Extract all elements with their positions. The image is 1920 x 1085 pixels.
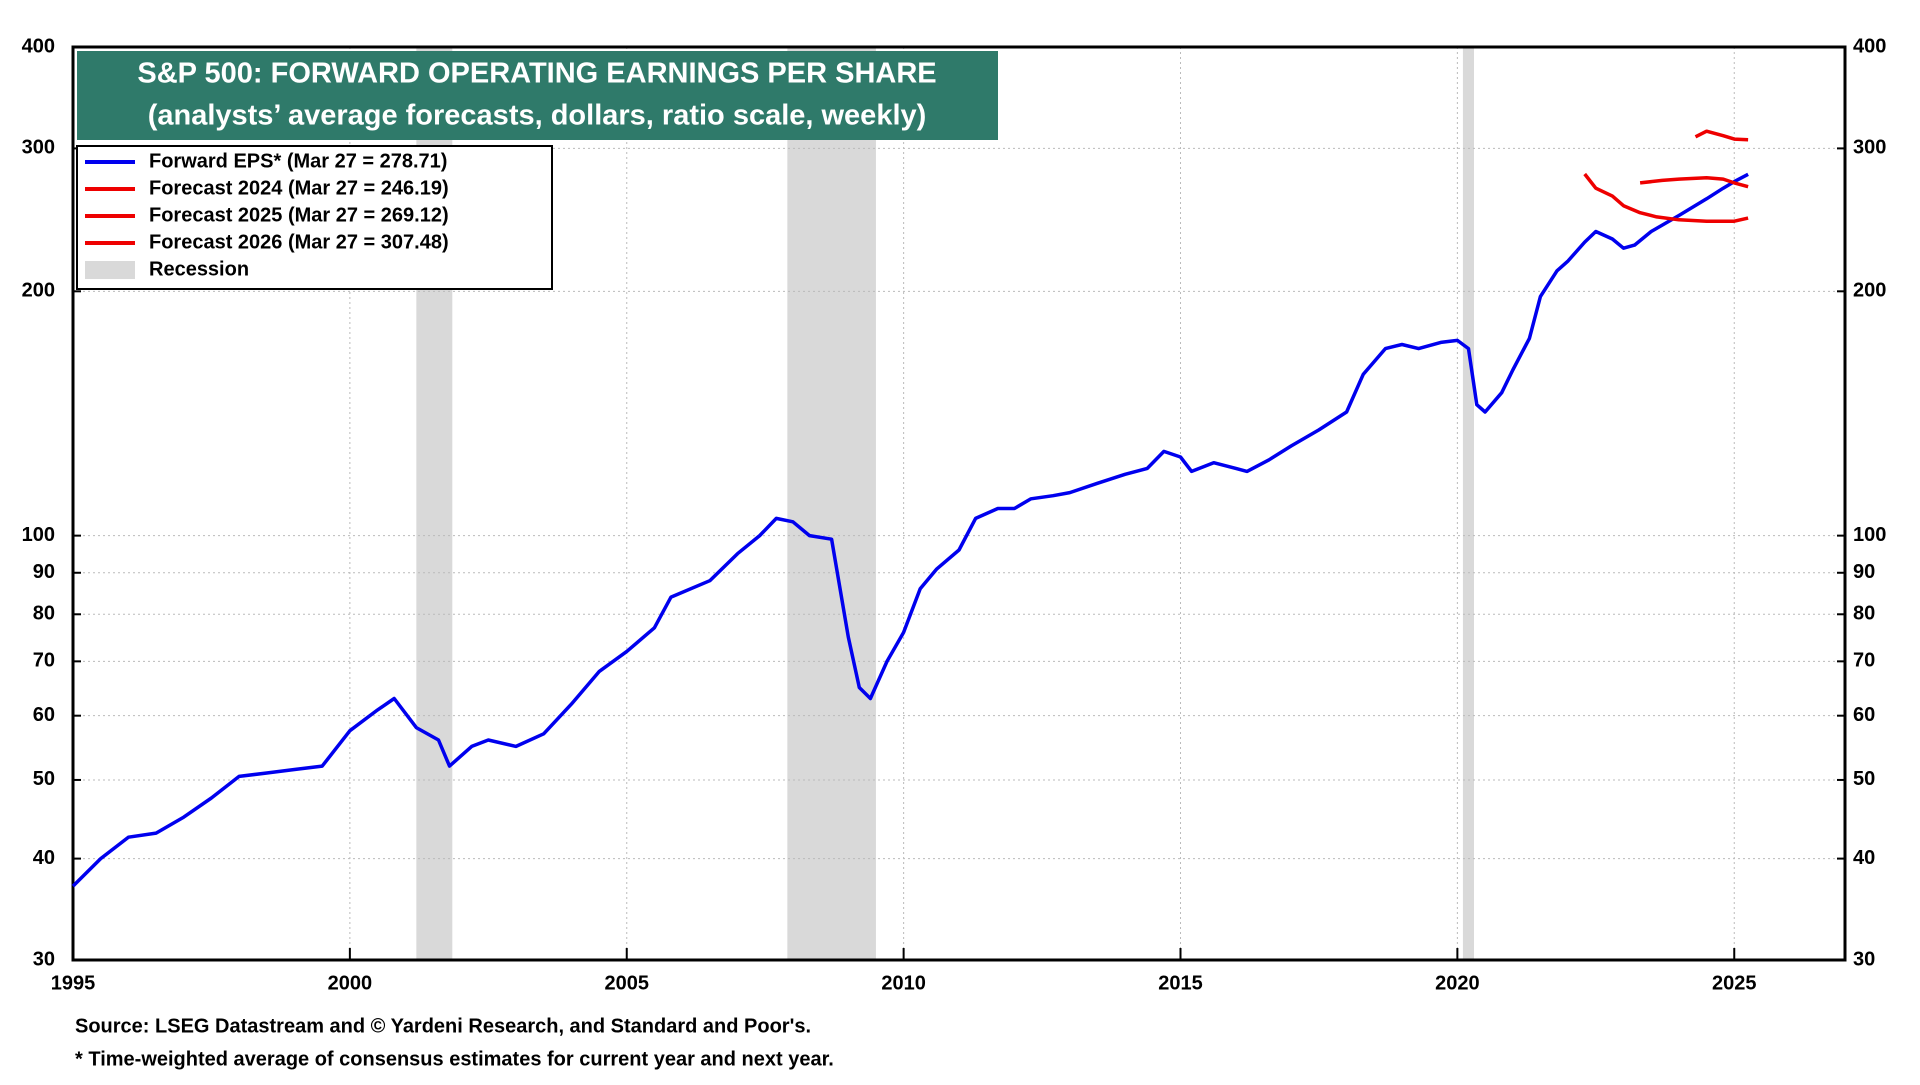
y-tick-label: 90 (33, 561, 55, 583)
y2-tick-label: 50 (1853, 768, 1875, 790)
y-tick-label: 70 (33, 650, 55, 672)
y-tick-label: 40 (33, 847, 55, 869)
title-box (77, 51, 998, 140)
y-tick-label: 100 (22, 524, 55, 546)
series-line (1583, 172, 1749, 223)
legend-label: Forecast 2026 (Mar 27 = 307.48) (149, 231, 449, 253)
legend-swatch (85, 261, 135, 279)
y-tick-label: 50 (33, 768, 55, 790)
y2-tick-label: 70 (1853, 650, 1875, 672)
legend-label: Forecast 2025 (Mar 27 = 269.12) (149, 204, 449, 226)
y2-tick-label: 400 (1853, 35, 1886, 57)
x-tick-label: 2015 (1158, 972, 1203, 994)
x-tick-label: 2020 (1435, 972, 1480, 994)
y2-tick-label: 300 (1853, 137, 1886, 159)
legend-label: Forward EPS* (Mar 27 = 278.71) (149, 150, 447, 172)
y-tick-label: 300 (22, 137, 55, 159)
y2-tick-label: 40 (1853, 847, 1875, 869)
y-tick-label: 200 (22, 280, 55, 302)
recession-band (787, 47, 876, 960)
y2-tick-label: 100 (1853, 524, 1886, 546)
series-line (1694, 129, 1749, 142)
y-tick-label: 400 (22, 35, 55, 57)
legend-box (76, 145, 553, 290)
chart-subtitle: (analysts’ average forecasts, dollars, r… (148, 100, 927, 132)
x-tick-label: 2010 (881, 972, 926, 994)
plot-frame (71, 45, 1847, 962)
y2-tick-label: 60 (1853, 704, 1875, 726)
footnote: * Time-weighted average of consensus est… (75, 1048, 834, 1070)
y2-tick-label: 30 (1853, 948, 1875, 970)
x-tick-label: 1995 (51, 972, 96, 994)
y2-tick-label: 200 (1853, 280, 1886, 302)
y-tick-label: 30 (33, 948, 55, 970)
legend-label: Recession (149, 258, 249, 280)
series-line (71, 172, 1749, 888)
y-tick-label: 80 (33, 603, 55, 625)
series-line (1639, 176, 1749, 189)
x-tick-label: 2005 (605, 972, 650, 994)
recession-band (1462, 47, 1474, 960)
y2-tick-label: 80 (1853, 603, 1875, 625)
x-tick-label: 2025 (1712, 972, 1757, 994)
source-note: Source: LSEG Datastream and © Yardeni Re… (75, 1015, 811, 1037)
chart-title: S&P 500: FORWARD OPERATING EARNINGS PER … (137, 58, 936, 90)
legend-label: Forecast 2024 (Mar 27 = 246.19) (149, 177, 449, 199)
y-tick-label: 60 (33, 704, 55, 726)
y2-tick-label: 90 (1853, 561, 1875, 583)
x-tick-label: 2000 (328, 972, 373, 994)
